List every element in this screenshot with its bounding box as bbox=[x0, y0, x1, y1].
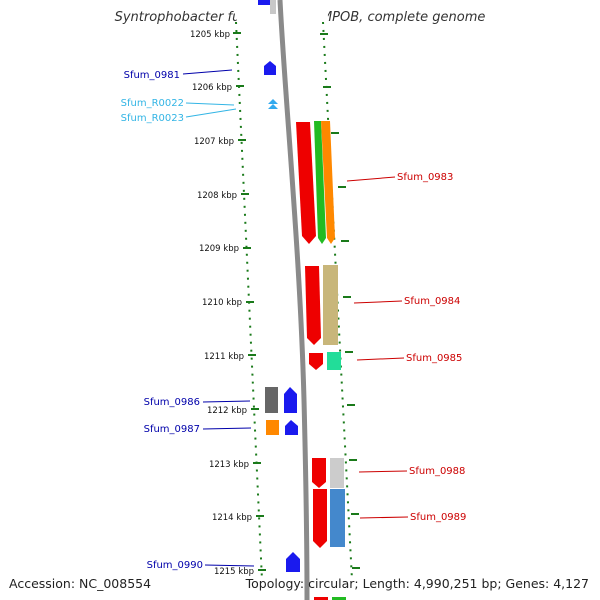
kbp-ticks bbox=[233, 32, 360, 571]
right-dotted-line bbox=[322, 21, 353, 581]
gene-sfum-0990[interactable] bbox=[286, 552, 300, 572]
kbp-label: 1211 kbp bbox=[204, 352, 244, 362]
gene-block[interactable] bbox=[327, 352, 341, 370]
gene-sfum-0986[interactable] bbox=[265, 387, 278, 413]
gene-sfum-0987[interactable] bbox=[266, 420, 279, 435]
gene-block[interactable] bbox=[285, 420, 298, 435]
gene-block[interactable] bbox=[330, 458, 344, 488]
genome-backbone bbox=[277, 0, 310, 600]
gene-sfum-0981[interactable] bbox=[264, 61, 276, 75]
gene-label-sfum-0983[interactable]: Sfum_0983 bbox=[397, 172, 453, 183]
left-dotted-line bbox=[235, 21, 263, 581]
gene-block[interactable] bbox=[258, 0, 270, 5]
gene-block[interactable] bbox=[270, 0, 276, 14]
gene-label-sfum-0985[interactable]: Sfum_0985 bbox=[406, 353, 462, 364]
kbp-label: 1206 kbp bbox=[192, 83, 232, 93]
kbp-label: 1209 kbp bbox=[199, 244, 239, 254]
gene-block[interactable] bbox=[330, 489, 345, 547]
gene-label-sfum-0984[interactable]: Sfum_0984 bbox=[404, 296, 460, 307]
kbp-label: 1212 kbp bbox=[207, 406, 247, 416]
gene-sfum-0988[interactable] bbox=[312, 458, 326, 488]
gene-sfum-0984[interactable] bbox=[305, 266, 321, 345]
accession-text: Accession: NC_008554 bbox=[9, 576, 152, 591]
kbp-label: 1208 kbp bbox=[197, 191, 237, 201]
gene-label-sfum-r0022[interactable]: Sfum_R0022 bbox=[121, 98, 184, 109]
kbp-labels: 1205 kbp 1206 kbp 1207 kbp 1208 kbp 1209… bbox=[190, 30, 254, 577]
gene-block[interactable] bbox=[284, 387, 297, 413]
kbp-label: 1213 kbp bbox=[209, 460, 249, 470]
left-leader-lines bbox=[182, 69, 255, 567]
right-leader-lines bbox=[346, 176, 409, 519]
gene-label-sfum-0990[interactable]: Sfum_0990 bbox=[147, 560, 203, 571]
gene-label-sfum-0986[interactable]: Sfum_0986 bbox=[144, 397, 200, 408]
gene-block[interactable] bbox=[332, 597, 346, 600]
gene-sfum-r0023[interactable] bbox=[268, 104, 278, 109]
gene-label-sfum-r0023[interactable]: Sfum_R0023 bbox=[121, 113, 184, 124]
gene-sfum-0983[interactable] bbox=[296, 122, 316, 244]
kbp-label: 1207 kbp bbox=[194, 137, 234, 147]
gene-sfum-r0022[interactable] bbox=[268, 99, 278, 104]
gene-label-sfum-0981[interactable]: Sfum_0981 bbox=[124, 70, 180, 81]
kbp-label: 1215 kbp bbox=[214, 567, 254, 577]
topology-text: Topology: circular; Length: 4,990,251 bp… bbox=[245, 576, 589, 591]
gene-label-sfum-0989[interactable]: Sfum_0989 bbox=[410, 512, 466, 523]
gene-label-sfum-0987[interactable]: Sfum_0987 bbox=[144, 424, 200, 435]
gene-block[interactable] bbox=[314, 121, 326, 244]
gene-label-sfum-0988[interactable]: Sfum_0988 bbox=[409, 466, 465, 477]
gene-block[interactable] bbox=[314, 597, 328, 600]
kbp-label: 1214 kbp bbox=[212, 513, 252, 523]
gene-block[interactable] bbox=[323, 265, 338, 345]
kbp-label: 1205 kbp bbox=[190, 30, 230, 40]
gene-sfum-0985[interactable] bbox=[309, 353, 323, 370]
gene-sfum-0989[interactable] bbox=[313, 489, 327, 548]
kbp-label: 1210 kbp bbox=[202, 298, 242, 308]
gene-block[interactable] bbox=[321, 121, 335, 244]
